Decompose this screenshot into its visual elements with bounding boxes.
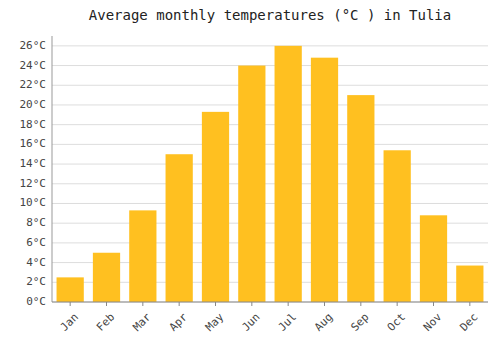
bar xyxy=(129,210,156,302)
x-tick xyxy=(288,302,289,306)
x-tick-label: Feb xyxy=(94,311,117,334)
y-tick-label: 20°C xyxy=(20,98,47,111)
bar xyxy=(57,277,84,302)
x-tick-label: Oct xyxy=(385,311,408,334)
y-tick-label: 8°C xyxy=(26,216,46,229)
x-tick xyxy=(215,302,216,306)
chart-container: 0°C 2°C 4°C 6°C 8°C 10°C 12°C 14°C 16°C 18°C 20°C 2… xyxy=(0,0,500,350)
grid-line xyxy=(52,45,488,46)
y-tick-label: 0°C xyxy=(26,295,46,308)
bar xyxy=(456,266,483,302)
x-tick xyxy=(179,302,180,306)
y-tick-label: 10°C xyxy=(20,196,47,209)
x-axis-line xyxy=(52,302,488,303)
y-tick-label: 2°C xyxy=(26,275,46,288)
x-tick xyxy=(70,302,71,306)
grid-line xyxy=(52,85,488,86)
x-tick-label: Sep xyxy=(348,311,371,334)
x-tick-label: Jan xyxy=(58,311,81,334)
grid-line xyxy=(52,124,488,125)
x-tick xyxy=(433,302,434,306)
x-tick xyxy=(469,302,470,306)
x-tick-label: Dec xyxy=(457,311,480,334)
bar xyxy=(202,112,229,302)
x-tick xyxy=(324,302,325,306)
x-tick-label: May xyxy=(203,310,227,334)
bar xyxy=(347,95,374,302)
bar xyxy=(166,154,193,302)
chart-svg: 0°C 2°C 4°C 6°C 8°C 10°C 12°C 14°C 16°C 18°C 20°C 2… xyxy=(0,0,500,350)
y-tick-label: 14°C xyxy=(20,157,47,170)
y-tick-label: 6°C xyxy=(26,236,46,249)
y-tick-label: 16°C xyxy=(20,137,47,150)
x-tick xyxy=(251,302,252,306)
grid-line xyxy=(52,104,488,105)
grid-line xyxy=(52,203,488,204)
y-tick-label: 12°C xyxy=(20,177,47,190)
x-tick xyxy=(142,302,143,306)
y-tick-label: 24°C xyxy=(20,59,47,72)
x-tick xyxy=(106,302,107,306)
x-tick-label: Mar xyxy=(130,310,154,334)
title: Average monthly temperatures (°C ) in Tu… xyxy=(89,7,451,23)
grid xyxy=(52,46,488,302)
y-tick-label: 22°C xyxy=(20,78,47,91)
x-tick xyxy=(360,302,361,306)
bar xyxy=(384,150,411,302)
grid-line xyxy=(52,164,488,165)
x-tick xyxy=(397,302,398,306)
grid-line xyxy=(52,65,488,66)
grid-line xyxy=(52,144,488,145)
x-tick-label: Jun xyxy=(239,311,262,334)
y-tick-label: 18°C xyxy=(20,118,47,131)
bar xyxy=(275,46,302,302)
x-tick-label: Nov xyxy=(421,310,445,334)
y-tick-label: 26°C xyxy=(20,39,47,52)
y-axis-line xyxy=(52,36,53,302)
bar xyxy=(238,66,265,302)
x-tick-label: Apr xyxy=(167,310,191,334)
bar xyxy=(93,253,120,302)
bar xyxy=(420,215,447,302)
x-tick-label: Aug xyxy=(312,311,335,334)
bars xyxy=(57,46,484,302)
bar xyxy=(311,58,338,302)
x-tick-label: Jul xyxy=(276,311,299,334)
grid-line xyxy=(52,183,488,184)
grid-line xyxy=(52,302,488,303)
y-tick-label: 4°C xyxy=(26,256,46,269)
